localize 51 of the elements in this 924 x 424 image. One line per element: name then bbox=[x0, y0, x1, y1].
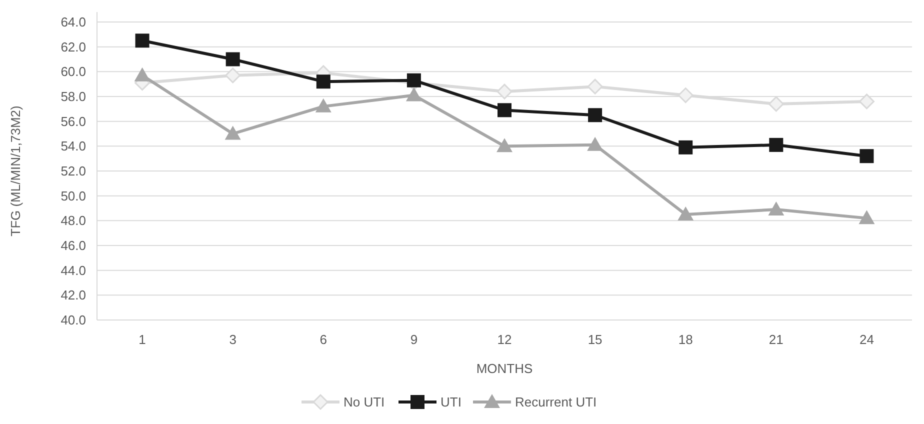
point bbox=[678, 88, 694, 104]
x-tick-label: 3 bbox=[229, 332, 236, 347]
y-tick-label: 60.0 bbox=[60, 64, 86, 80]
y-tick-label: 56.0 bbox=[60, 114, 86, 129]
point bbox=[858, 94, 874, 110]
point bbox=[406, 87, 422, 102]
x-tick-label: 18 bbox=[678, 332, 693, 347]
point bbox=[315, 98, 332, 112]
y-tick-label: 64.0 bbox=[60, 14, 86, 30]
point bbox=[226, 52, 240, 66]
point bbox=[316, 74, 330, 89]
y-axis-title: TFG (ML/MIN/1,73M2) bbox=[8, 106, 23, 236]
point bbox=[587, 136, 604, 151]
legend-label: UTI bbox=[440, 394, 462, 410]
point bbox=[587, 78, 603, 94]
point bbox=[858, 210, 875, 224]
point bbox=[224, 126, 241, 140]
y-tick-label: 44.0 bbox=[60, 262, 86, 278]
y-tick-label: 48.0 bbox=[60, 213, 86, 228]
point bbox=[496, 84, 512, 100]
y-tick-label: 54.0 bbox=[60, 138, 86, 154]
y-tick-label: 62.0 bbox=[60, 39, 86, 54]
point bbox=[225, 68, 241, 84]
y-tick-label: 40.0 bbox=[60, 312, 86, 328]
y-tick-label: 46.0 bbox=[60, 238, 86, 254]
point bbox=[496, 138, 512, 152]
point bbox=[588, 108, 602, 122]
point bbox=[769, 138, 784, 152]
legend-label: No UTI bbox=[344, 394, 385, 410]
x-tick-label: 15 bbox=[588, 332, 602, 347]
x-tick-label: 12 bbox=[497, 332, 512, 347]
point bbox=[406, 73, 421, 88]
y-tick-label: 42.0 bbox=[60, 288, 86, 303]
point bbox=[678, 140, 693, 154]
point bbox=[768, 201, 784, 216]
y-tick-label: 58.0 bbox=[60, 89, 86, 104]
x-tick-label: 6 bbox=[320, 332, 328, 347]
point bbox=[134, 67, 150, 82]
point bbox=[678, 206, 694, 220]
x-tick-label: 1 bbox=[138, 332, 146, 347]
y-tick-label: 50.0 bbox=[60, 188, 86, 204]
x-tick-label: 9 bbox=[410, 332, 418, 347]
y-tick-label: 52.0 bbox=[60, 164, 86, 179]
point bbox=[498, 103, 512, 118]
x-tick-label: 24 bbox=[859, 332, 874, 347]
point bbox=[135, 34, 150, 48]
x-tick-label: 21 bbox=[768, 332, 784, 347]
point bbox=[768, 96, 784, 112]
point bbox=[860, 149, 874, 164]
x-axis-title: MONTHS bbox=[476, 361, 533, 376]
legend-label: Recurrent UTI bbox=[515, 394, 597, 410]
